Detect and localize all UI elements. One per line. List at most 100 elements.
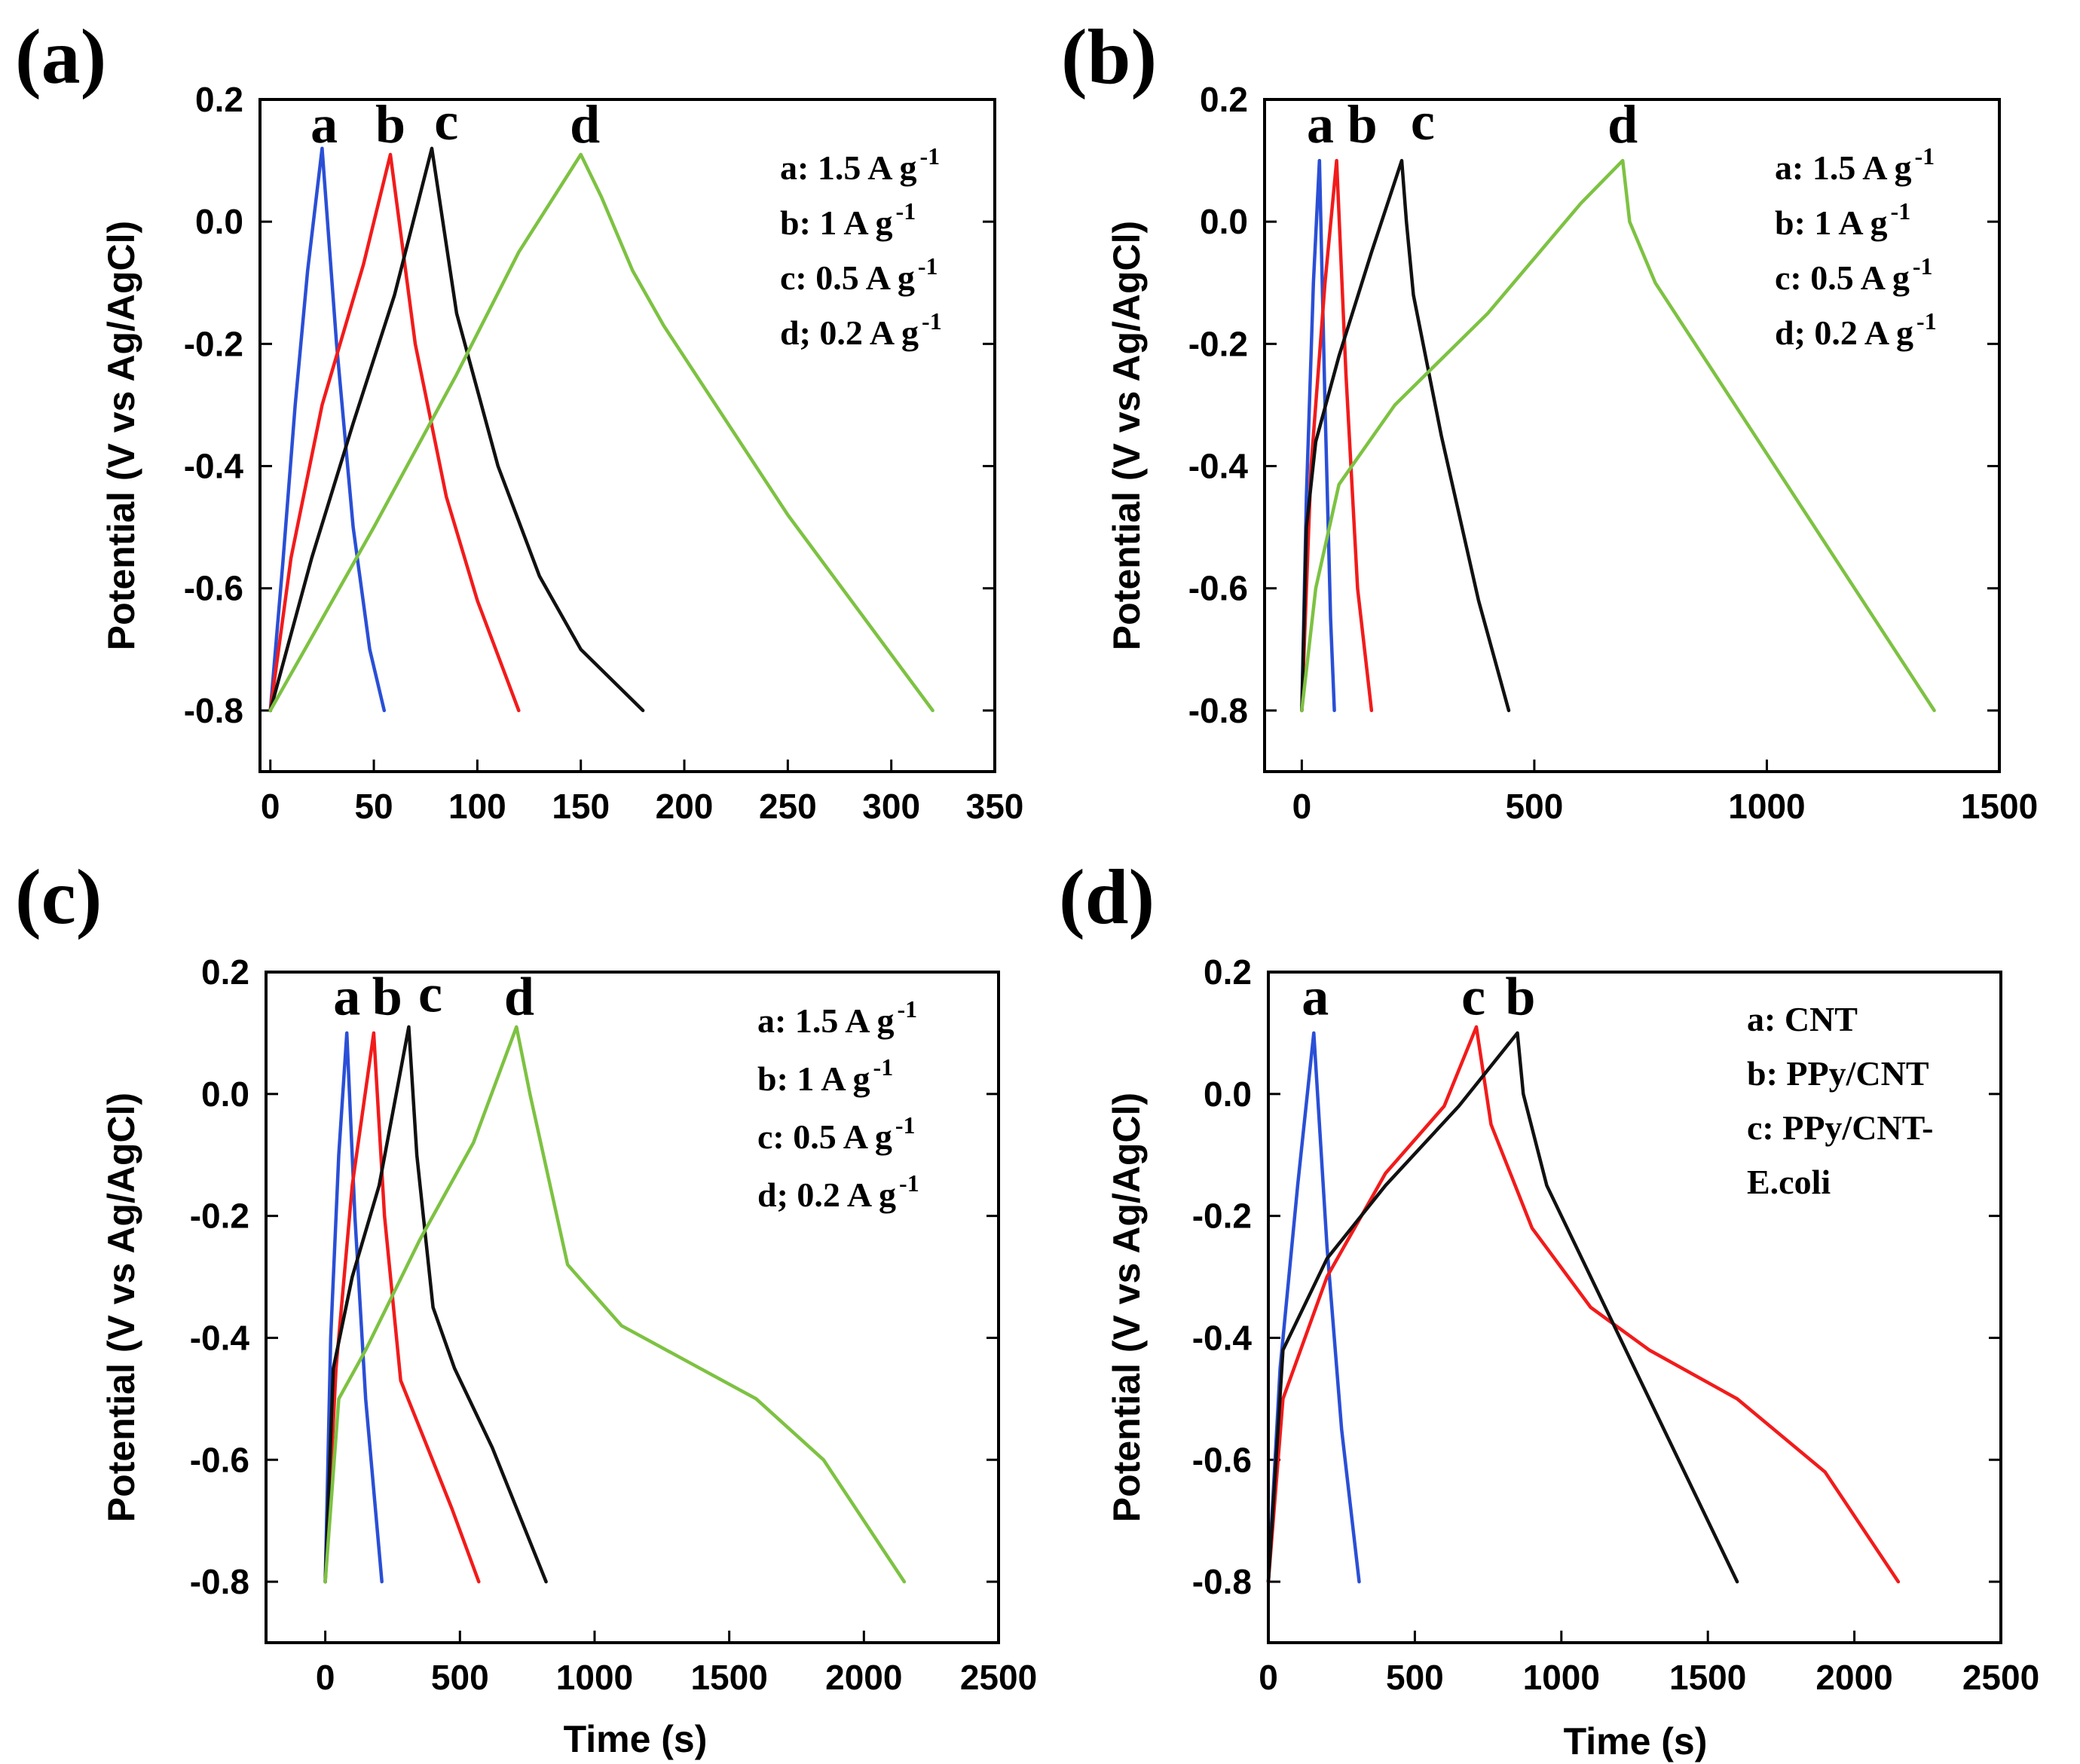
panel-b-legend-text: a: 1.5 A g <box>1775 148 1911 187</box>
panel-d-ticks: 0 500 1000 1500 2000 2500 0.2 0.0 -0.2 -0.4 -0.6 -0… <box>1192 952 2039 1697</box>
panel-a-ytick-label: -0.6 <box>184 569 243 608</box>
panel-c-legend-superscript: -1 <box>895 1111 916 1139</box>
panel-d-ytick-label: 0.0 <box>1204 1075 1252 1114</box>
panel-c-xtick-label: 2000 <box>825 1658 902 1697</box>
panel-b-curve-label-d: d <box>1607 94 1638 154</box>
panel-b-series-d <box>1300 158 1936 713</box>
panel-a-legend-entry: c: 0.5 A g -1 <box>780 252 938 297</box>
panel-d-xtick-label: 2500 <box>1962 1658 2039 1697</box>
panel-b-legend-superscript: -1 <box>1891 197 1911 225</box>
panel-b-series-a <box>1300 158 1336 713</box>
panel-a-legend-entry: a: 1.5 A g -1 <box>780 142 940 187</box>
panel-c-tag: (c) <box>15 854 102 940</box>
panel-a-tag: (a) <box>15 14 106 100</box>
panel-b: (b) Potential (V vs Ag/AgCl) 0 500 1000 150… <box>1061 14 2038 826</box>
panel-c-xtick-label: 500 <box>431 1658 489 1697</box>
panel-a-legend-text: d; 0.2 A g <box>780 313 919 352</box>
panel-b-legend-entry: d; 0.2 A g -1 <box>1775 307 1937 352</box>
panel-d-legend-text: c: PPy/CNT- <box>1747 1108 1933 1147</box>
panel-c-xlabel: Time (s) <box>564 1718 708 1760</box>
panel-b-xtick-label: 1500 <box>1961 787 2038 826</box>
panel-b-ytick-label: 0.0 <box>1200 202 1248 241</box>
panel-b-legend-superscript: -1 <box>1914 142 1935 170</box>
panel-a: (a) Potential (V vs Ag/AgCl) 0 50 100 150 20… <box>15 14 1023 826</box>
panel-a-ytick-label: 0.2 <box>195 80 243 119</box>
panel-b-ytick-label: -0.4 <box>1188 447 1249 486</box>
panel-d-xtick-label: 0 <box>1259 1658 1278 1697</box>
panel-c-series-d <box>323 1025 907 1584</box>
panel-a-xtick-label: 150 <box>552 787 610 826</box>
panel-c-ylabel: Potential (V vs Ag/AgCl) <box>100 1093 142 1522</box>
panel-d-ytick-label: -0.8 <box>1192 1562 1252 1601</box>
panel-b-legend-entry: b: 1 A g -1 <box>1775 197 1910 242</box>
panel-c-ytick-label: -0.2 <box>190 1197 249 1236</box>
panel-a-series-d <box>268 152 934 713</box>
panel-d-ylabel: Potential (V vs Ag/AgCl) <box>1106 1093 1148 1522</box>
panel-c-legend-entry: a: 1.5 A g -1 <box>757 995 917 1040</box>
panel-c-frame <box>265 971 1000 1644</box>
panel-b-curve-label-a: a <box>1307 94 1334 154</box>
panel-d-series-a <box>1266 1031 1361 1584</box>
panel-b-legend-entry: a: 1.5 A g -1 <box>1775 142 1935 187</box>
panel-b-ytick-label: 0.2 <box>1200 80 1248 119</box>
panel-c-legend-text: a: 1.5 A g <box>757 1001 894 1040</box>
panel-d-legend-text: E.coli <box>1747 1163 1831 1201</box>
panel-d-tag: (d) <box>1059 854 1155 940</box>
panel-d-xtick-label: 1000 <box>1523 1658 1600 1697</box>
panel-a-ylabel: Potential (V vs Ag/AgCl) <box>100 221 142 650</box>
panel-d-xlabel: Time (s) <box>1564 1720 1708 1762</box>
panel-b-curves <box>1300 158 1936 713</box>
panel-d-frame <box>1267 971 2002 1644</box>
panel-c-legend-text: c: 0.5 A g <box>757 1117 892 1156</box>
panel-a-series-a <box>268 146 387 713</box>
panel-c-ticks: 0 500 1000 1500 2000 2500 0.2 0.0 -0.2 -0.4 -0.6 -0… <box>190 952 1037 1697</box>
panel-c-curves <box>323 1025 907 1584</box>
panel-d-series-b <box>1266 1031 1739 1584</box>
panel-b-ytick-label: -0.6 <box>1188 569 1248 608</box>
panel-d-legend-entry: E.coli <box>1747 1163 1831 1201</box>
panel-c-curve-label-d: d <box>504 967 534 1027</box>
panel-a-legend-superscript: -1 <box>918 252 938 280</box>
panel-d-legend-entry: a: CNT <box>1747 1000 1858 1038</box>
panel-b-legend-superscript: -1 <box>1916 307 1937 335</box>
panel-b-legend-text: b: 1 A g <box>1775 203 1888 242</box>
panel-b-series-b <box>1300 158 1374 713</box>
panel-a-xtick-label: 250 <box>759 787 817 826</box>
panel-d-xtick-label: 2000 <box>1815 1658 1892 1697</box>
panel-a-curves <box>268 146 934 713</box>
panel-b-legend-text: d; 0.2 A g <box>1775 313 1913 352</box>
panel-c-curve-label-a: a <box>333 967 360 1027</box>
panel-c-series-b <box>323 1031 481 1584</box>
panel-c-xtick-label: 0 <box>316 1658 335 1697</box>
panel-a-series-b <box>268 152 521 713</box>
panel-b-legend-entry: c: 0.5 A g -1 <box>1775 252 1933 297</box>
panel-d-legend: a: CNT b: PPy/CNT c: PPy/CNT- E.coli <box>1747 1000 1933 1201</box>
panel-d-ytick-label: 0.2 <box>1204 952 1252 992</box>
panel-a-legend-text: b: 1 A g <box>780 203 893 242</box>
panel-a-xtick-label: 300 <box>862 787 920 826</box>
panel-c-curve-label-b: b <box>372 967 402 1027</box>
panel-c-xtick-label: 1500 <box>690 1658 767 1697</box>
panel-c-legend-text: b: 1 A g <box>757 1059 870 1098</box>
panel-b-legend-superscript: -1 <box>1913 252 1933 280</box>
panel-d-legend-entry: c: PPy/CNT- <box>1747 1108 1933 1147</box>
panel-d-series-c <box>1266 1025 1901 1584</box>
panel-a-legend-superscript: -1 <box>919 142 940 170</box>
panel-b-curve-label-b: b <box>1347 94 1378 154</box>
panel-d-ytick-label: -0.6 <box>1192 1440 1252 1479</box>
panel-c-legend: a: 1.5 A g -1b: 1 A g -1c: 0.5 A g -1d; 0.2… <box>757 995 919 1214</box>
panel-c-ytick-label: 0.0 <box>201 1075 249 1114</box>
panel-d-xtick-label: 500 <box>1386 1658 1444 1697</box>
panel-a-ytick-label: 0.0 <box>195 202 243 241</box>
panel-d-curve-label-a: a <box>1302 967 1329 1027</box>
panel-c-series-a <box>323 1031 384 1584</box>
panel-a-legend-superscript: -1 <box>896 197 916 225</box>
panel-a-ytick-label: -0.2 <box>184 324 243 363</box>
panel-a-legend-text: a: 1.5 A g <box>780 148 916 187</box>
panel-d: (d) Potential (V vs Ag/AgCl) Time (s) 0 5… <box>1059 854 2039 1762</box>
panel-a-legend-entry: d; 0.2 A g -1 <box>780 307 942 352</box>
panel-c-xtick-label: 2500 <box>960 1658 1037 1697</box>
